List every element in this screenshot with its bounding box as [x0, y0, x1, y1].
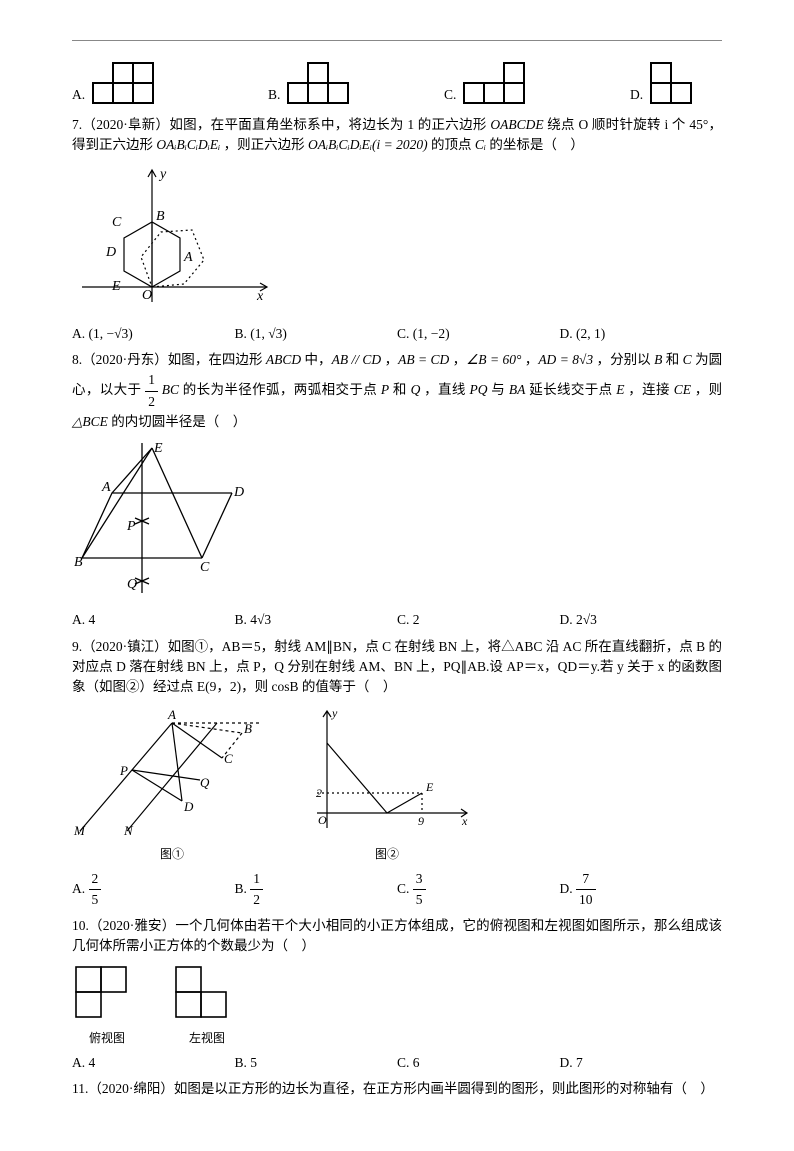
q7-figure: y x O A B C D E	[72, 162, 722, 318]
svg-text:A: A	[167, 707, 176, 722]
q7-text: 7.（2020·阜新）如图，在平面直角坐标系中，将边长为 1 的正六边形 OAB…	[72, 115, 722, 156]
q8-answers: A. 4 B. 4√3 C. 2 D. 2√3	[72, 610, 722, 630]
svg-text:A: A	[183, 250, 193, 265]
page: A. B. C.	[72, 40, 722, 1099]
svg-text:O: O	[318, 813, 327, 827]
q10-opt-d: D. 7	[560, 1053, 723, 1073]
q10-opt-c: C. 6	[397, 1053, 560, 1073]
q6-shape-c	[462, 61, 542, 105]
q6-opt-b: B.	[268, 61, 438, 105]
q7-opt-c: C. (1, −2)	[397, 324, 560, 344]
q6-shape-d	[649, 61, 699, 105]
q9-opt-d: D. 710	[560, 869, 723, 911]
q10-opt-b: B. 5	[235, 1053, 398, 1073]
q6-opt-c: C.	[444, 61, 624, 105]
opt-label: A.	[72, 85, 85, 105]
q6-opt-d: D.	[630, 61, 699, 105]
q6-shape-a	[91, 61, 171, 105]
q10-figures: 俯视图 左视图	[72, 963, 722, 1047]
q9-figures: A B C P Q D M N 图①	[72, 703, 722, 862]
q9-answers: A. 25 B. 12 C. 35 D. 710	[72, 869, 722, 911]
q9-fig1: A B C P Q D M N 图①	[72, 703, 272, 862]
q9-fig2: y x O 2 9 E 图②	[302, 703, 472, 862]
svg-text:D: D	[105, 245, 116, 260]
q8-opt-a: A. 4	[72, 610, 235, 630]
frac-half: 12	[145, 370, 158, 412]
q6-shape-b	[286, 61, 356, 105]
q11-text: 11.（2020·绵阳）如图是以正方形的边长为直径，在正方形内画半圆得到的图形，…	[72, 1079, 722, 1099]
q7-opt-d: D. (2, 1)	[560, 324, 723, 344]
q9-text: 9.（2020·镇江）如图①，AB＝5，射线 AM∥BN，点 C 在射线 BN …	[72, 637, 722, 698]
svg-text:E: E	[111, 279, 121, 294]
svg-text:E: E	[153, 441, 163, 456]
q6-options-row: A. B. C.	[72, 61, 722, 105]
q9-opt-c: C. 35	[397, 869, 560, 911]
svg-text:9: 9	[418, 814, 424, 828]
svg-text:A: A	[101, 480, 111, 495]
svg-text:Q: Q	[200, 775, 210, 790]
svg-text:y: y	[158, 167, 167, 182]
svg-text:B: B	[244, 721, 252, 736]
opt-label: D.	[630, 85, 643, 105]
q7-opt-a: A. (1, −√3)	[72, 324, 235, 344]
svg-text:B: B	[74, 555, 83, 570]
svg-text:P: P	[126, 519, 136, 534]
top-view-label: 俯视图	[72, 1029, 142, 1047]
svg-text:C: C	[224, 751, 233, 766]
svg-text:D: D	[233, 485, 244, 500]
q8-opt-b: B. 4√3	[235, 610, 398, 630]
q7-answers: A. (1, −√3) B. (1, √3) C. (1, −2) D. (2,…	[72, 324, 722, 344]
fig1-caption: 图①	[72, 845, 272, 863]
svg-text:2: 2	[316, 786, 322, 800]
q9-opt-b: B. 12	[235, 869, 398, 911]
q9-opt-a: A. 25	[72, 869, 235, 911]
svg-text:x: x	[461, 814, 468, 828]
q8-text: 8.（2020·丹东）如图，在四边形 ABCD 中，AB // CD ，AB =…	[72, 350, 722, 432]
q8-opt-c: C. 2	[397, 610, 560, 630]
svg-text:C: C	[112, 215, 122, 230]
svg-text:N: N	[123, 823, 134, 838]
fig2-caption: 图②	[302, 845, 472, 863]
svg-text:D: D	[183, 799, 194, 814]
q10-opt-a: A. 4	[72, 1053, 235, 1073]
svg-text:E: E	[425, 780, 434, 794]
svg-text:Q: Q	[127, 577, 137, 592]
svg-text:P: P	[119, 763, 128, 778]
q10-answers: A. 4 B. 5 C. 6 D. 7	[72, 1053, 722, 1073]
left-view-label: 左视图	[172, 1029, 242, 1047]
svg-text:C: C	[200, 560, 210, 575]
opt-label: B.	[268, 85, 280, 105]
q10-left-view: 左视图	[172, 963, 242, 1047]
svg-text:O: O	[142, 288, 152, 303]
svg-text:x: x	[256, 289, 264, 304]
q7-opt-b: B. (1, √3)	[235, 324, 398, 344]
q8-opt-d: D. 2√3	[560, 610, 723, 630]
svg-text:M: M	[73, 823, 86, 838]
q6-opt-a: A.	[72, 61, 262, 105]
q10-text: 10.（2020·雅安）一个几何体由若干个大小相同的小正方体组成，它的俯视图和左…	[72, 916, 722, 957]
opt-label: C.	[444, 85, 456, 105]
q8-figure: E A D B C P Q	[72, 438, 722, 604]
svg-text:B: B	[156, 209, 165, 224]
q10-top-view: 俯视图	[72, 963, 142, 1047]
svg-text:y: y	[331, 706, 338, 720]
